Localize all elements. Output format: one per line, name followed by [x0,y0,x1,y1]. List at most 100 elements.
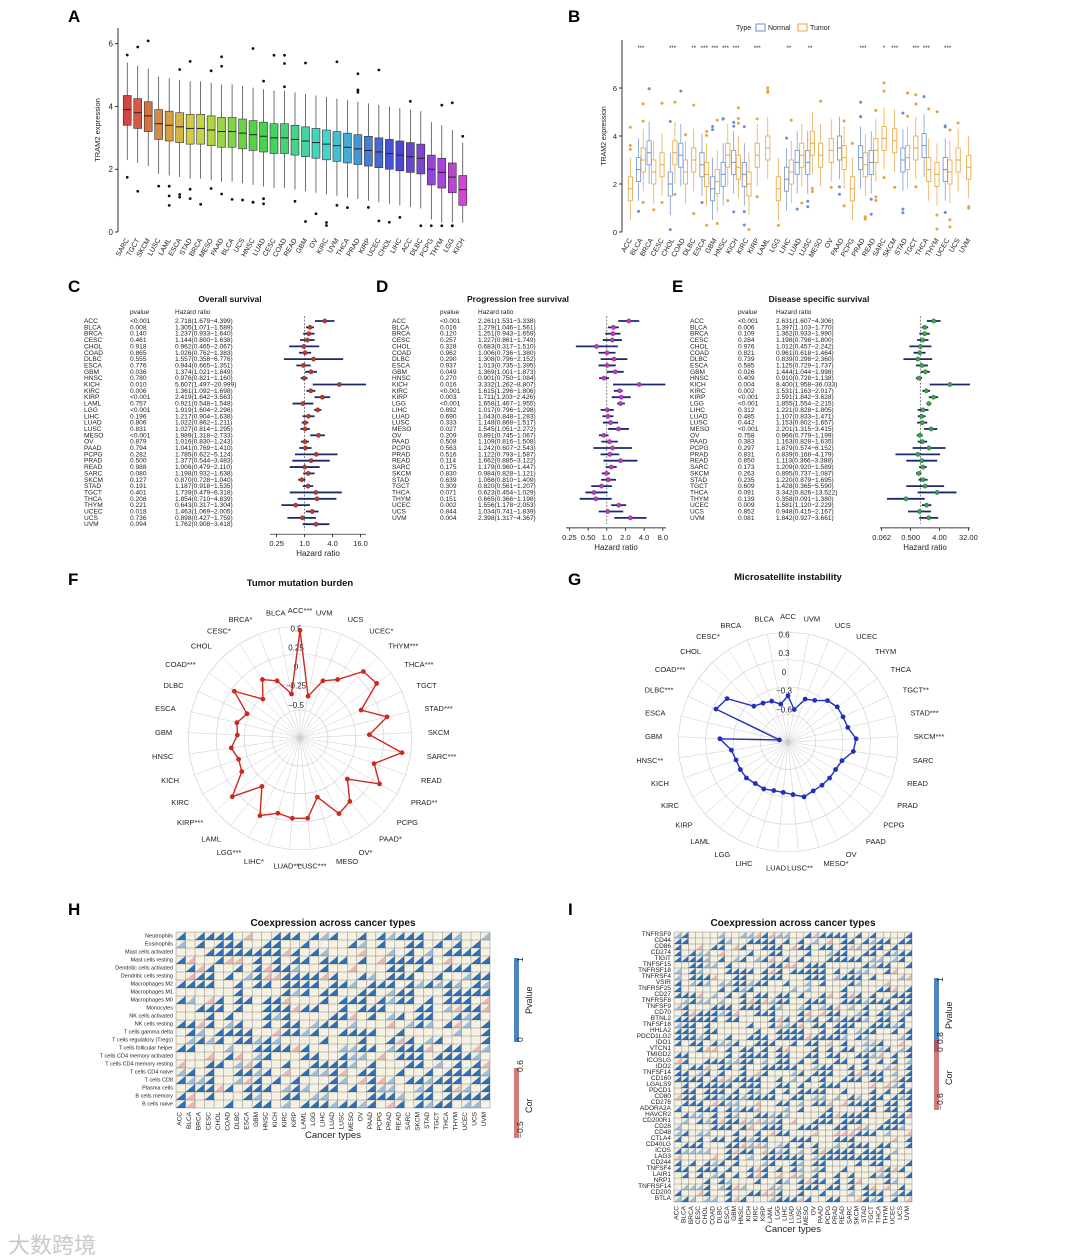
a-box [416,143,426,175]
i-cell-lower [789,1022,797,1028]
i-cell-upper [890,1022,898,1028]
a-outlier [188,60,192,63]
i-cell-upper [803,1004,812,1010]
h-cell-lower [185,1028,196,1036]
i-cell-upper [839,968,848,974]
i-cell-lower [767,1028,775,1034]
a-x-tick-label: LIHC [390,238,404,255]
h-cell-lower [366,940,376,948]
h-cell-lower [252,956,262,964]
i-cell-lower [854,968,862,974]
d-pvalue-header: pvalue [440,309,460,316]
d-row-hr: 0.891(0.745−1.067) [478,432,536,439]
i-cell-lower [753,1016,761,1022]
h-cell-upper [214,972,224,980]
i-cell-upper [796,974,804,980]
h-cell-lower [299,1044,310,1052]
i-cell-lower [674,1022,682,1028]
i-cell-upper [839,1064,848,1070]
i-cell-upper [868,1082,876,1088]
h-cell-lower [204,948,215,956]
h-cell-lower [470,972,481,980]
g-series-point [761,786,767,792]
i-cell-lower [724,1058,732,1064]
c-row-hr: 1.006(0.479−2.110) [175,464,232,471]
h-cell-upper [394,1052,405,1060]
i-cell-lower [738,956,747,962]
d-row-pvalue: 0.328 [440,343,457,350]
i-row-label: CD160 [651,1075,672,1082]
h-cell-lower [432,940,443,948]
i-cell-lower [753,1070,761,1076]
i-cell-upper [746,950,754,956]
i-cell-upper [774,944,783,950]
h-cell-upper [318,1084,329,1092]
a-outlier [356,88,360,92]
b-outlier-normal [806,205,810,209]
i-cell-lower [710,1094,718,1100]
h-cell-lower [423,972,433,980]
i-cell-lower [688,1094,696,1100]
i-cell-upper [674,932,682,938]
i-cell-lower [746,1118,754,1124]
g-axis-label: UCEC [856,632,878,641]
i-cell-lower [811,1088,819,1094]
i-cell-upper [774,1112,783,1118]
i-cell-upper [738,1112,747,1118]
i-cell-lower [702,1082,711,1088]
i-cell-lower [811,992,819,998]
i-cell-lower [839,1064,848,1070]
h-cell-upper [299,1020,310,1028]
h-cell-lower [451,980,462,988]
a-box [395,140,405,172]
i-cell-lower [789,974,797,980]
g-axis-label: TGCT** [903,686,929,695]
h-cell-upper [337,1044,348,1052]
i-cell-upper [674,1028,682,1034]
h-col-label: THYM [453,1112,460,1130]
h-cell-lower [470,1100,481,1108]
h-cell-lower [252,1012,262,1020]
i-cell-lower [839,980,848,986]
b-significance: *** [637,46,645,52]
h-row-label: NK cells resting [135,1022,173,1028]
g-axis-label: PRAD [897,801,918,810]
h-cell-lower [461,1060,471,1068]
h-cell-lower [309,1068,319,1076]
i-cell-lower [883,1004,891,1010]
i-cell-lower [789,950,797,956]
e-row-pvalue: <0.001 [738,394,759,401]
i-cell-upper [904,1118,912,1124]
i-cell-lower [839,1040,848,1046]
i-cell-upper [688,1004,696,1010]
i-cell-upper [818,1058,826,1064]
i-cell-lower [811,1118,819,1124]
i-cell-upper [774,1052,783,1058]
i-cell-lower [789,1088,797,1094]
i-cell-upper [738,1118,747,1124]
a-outlier [304,220,307,223]
i-cell-upper [832,944,840,950]
i-cell-lower [674,944,682,950]
h-cell-lower [318,1100,329,1108]
h-cell-lower [185,948,196,956]
e-row-name: CHOL [690,343,709,350]
i-cell-lower [897,1052,905,1058]
i-cell-lower [717,1022,725,1028]
i-cell-lower [674,932,682,938]
i-cell-upper [890,1028,898,1034]
d-row-hr: 1.043(0.848−1.283) [478,413,536,420]
i-cell-lower [674,992,682,998]
i-cell-upper [890,1106,898,1112]
i-cell-lower [847,1064,855,1070]
i-cell-lower [789,1040,797,1046]
h-cell-lower [176,1084,186,1092]
h-cell-upper [176,956,186,964]
i-cell-lower [724,1082,732,1088]
i-cell-upper [875,1046,884,1052]
c-row-hr: 1.377(0.544−3.483) [175,458,233,465]
a-outlier [346,206,349,210]
i-cell-upper [854,1100,862,1106]
h-cell-lower [337,1060,348,1068]
h-cell-lower [423,1060,433,1068]
